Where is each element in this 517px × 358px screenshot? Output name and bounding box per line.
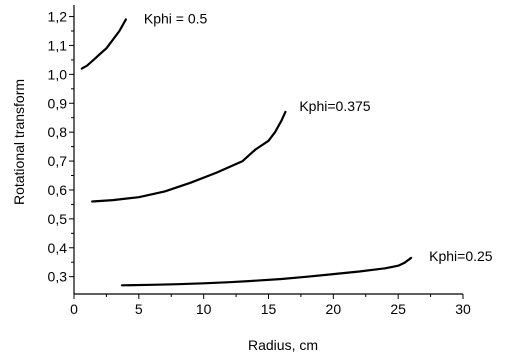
y-tick-label: 0,6 — [48, 182, 68, 198]
axes: 0 5 10 15 20 25 30 0,3 0,4 0,5 0,6 0,7 0,8 0,9 1,0 1,1 1… — [48, 5, 471, 317]
y-axis-title: Rotational transform — [11, 79, 27, 205]
x-tick-label: 30 — [455, 301, 471, 317]
y-tick-label: 1,0 — [48, 66, 68, 82]
y-tick-label: 0,3 — [48, 269, 68, 285]
series-label: Kphi=0.25 — [429, 248, 493, 264]
y-tick-label: 0,9 — [48, 95, 68, 111]
y-tick-label: 1,2 — [48, 9, 68, 25]
y-tick-label: 1,1 — [48, 37, 68, 53]
y-tick-label: 0,5 — [48, 211, 68, 227]
x-tick-label: 20 — [326, 301, 342, 317]
y-tick-label: 0,4 — [48, 240, 68, 256]
series-label: Kphi = 0.5 — [144, 10, 208, 26]
x-tick-label: 15 — [261, 301, 277, 317]
y-tick-label: 0,7 — [48, 153, 68, 169]
series-line — [91, 110, 287, 203]
series-line — [80, 18, 128, 70]
x-tick-label: 5 — [135, 301, 143, 317]
x-tick-label: 10 — [196, 301, 212, 317]
series-layer — [80, 18, 413, 287]
series-label: Kphi=0.375 — [299, 98, 370, 114]
x-tick-label: 0 — [70, 301, 78, 317]
series-line — [120, 256, 413, 287]
x-tick-label: 25 — [390, 301, 406, 317]
y-tick-label: 0,8 — [48, 124, 68, 140]
series-labels: Kphi = 0.5 Kphi=0.375 Kphi=0.25 — [144, 10, 493, 263]
x-axis-title: Radius, cm — [248, 337, 318, 353]
